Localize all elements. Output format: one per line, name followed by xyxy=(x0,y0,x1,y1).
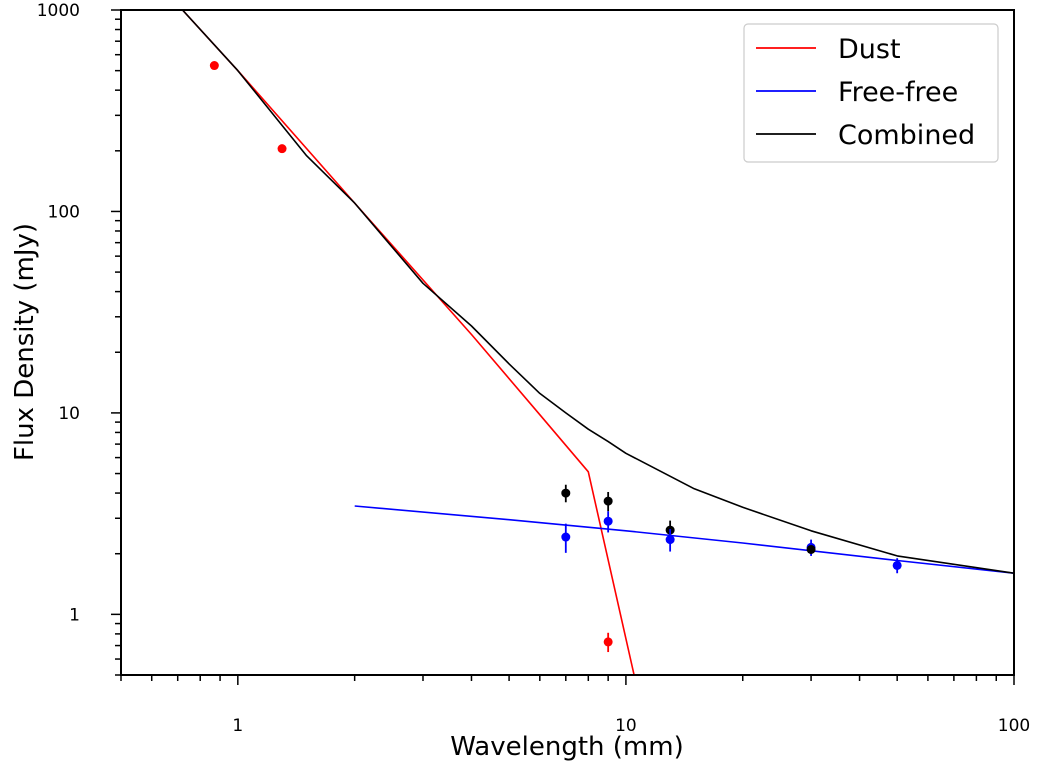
series-line-free-free xyxy=(354,505,1014,574)
x-tick-label: 100 xyxy=(998,716,1030,736)
data-point xyxy=(209,61,219,71)
data-point xyxy=(806,544,816,554)
legend-box xyxy=(743,23,999,163)
legend-label-dust: Dust xyxy=(838,34,901,65)
series-line-combined xyxy=(181,10,1014,574)
data-point xyxy=(603,496,613,506)
x-tick-label: 1 xyxy=(232,716,243,736)
x-tick-label: 10 xyxy=(615,716,637,736)
legend-label-combined: Combined xyxy=(838,120,975,151)
x-axis-label: Wavelength (mm) xyxy=(450,732,683,762)
data-point xyxy=(603,516,613,526)
y-tick-label: 1000 xyxy=(37,1,80,21)
plot-frame xyxy=(120,9,1015,676)
y-axis-label: Flux Density (mJy) xyxy=(10,223,40,461)
data-point xyxy=(665,535,675,545)
data-point xyxy=(561,532,571,542)
series-line-dust xyxy=(181,10,635,675)
y-tick-label: 100 xyxy=(48,202,80,222)
data-point xyxy=(561,488,571,498)
y-tick-label: 1 xyxy=(69,605,80,625)
data-points xyxy=(209,61,902,653)
series-lines xyxy=(181,10,1014,675)
legend-label-free-free: Free-free xyxy=(838,77,958,108)
data-point xyxy=(892,560,902,570)
data-point xyxy=(603,637,613,647)
data-point xyxy=(277,144,287,154)
legend: Dust Free-free Combined xyxy=(743,23,999,163)
tick-labels: 1 10 100 1 10 100 1000 xyxy=(37,1,1030,736)
y-tick-label: 10 xyxy=(58,404,80,424)
